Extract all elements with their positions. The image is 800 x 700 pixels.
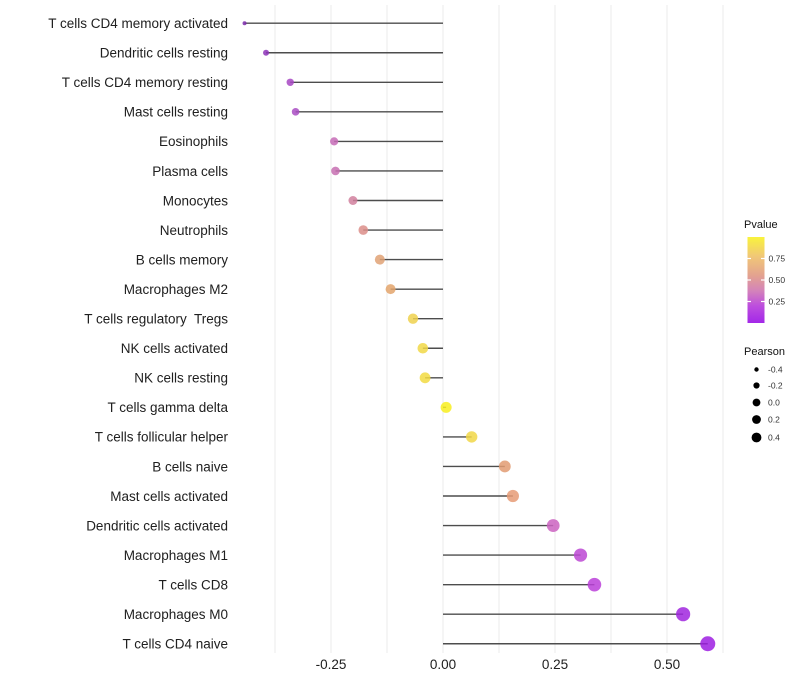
x-axis-labels-group: -0.25 0.00 0.25 0.50	[316, 657, 681, 672]
y-axis-label: Macrophages M0	[124, 607, 228, 622]
lollipop-dot	[498, 460, 511, 473]
y-axis-label: Mast cells resting	[124, 105, 228, 120]
pearson-size-dot	[753, 382, 760, 389]
pvalue-colorbar	[747, 237, 765, 323]
pvalue-tick-label: 0.75	[769, 254, 786, 264]
lollipop-dot	[587, 577, 602, 592]
x-axis-tick-label: 0.00	[430, 657, 456, 672]
y-axis-label: Neutrophils	[160, 223, 229, 238]
lollipop-dot	[330, 137, 339, 146]
y-axis-label: NK cells activated	[121, 341, 228, 356]
lollipop-dot	[506, 489, 519, 503]
lollipop-dot	[348, 196, 358, 205]
lollipop-dot	[407, 313, 419, 324]
pearson-size-label: -0.2	[768, 381, 783, 391]
lollipop-dot	[440, 401, 452, 413]
y-axis-label: B cells naive	[152, 459, 228, 474]
lollipop-dot	[676, 607, 691, 622]
y-axis-label: T cells CD8	[158, 577, 228, 592]
y-axis-label: Monocytes	[163, 193, 229, 208]
lollipop-dot	[546, 519, 560, 532]
y-axis-label: T cells gamma delta	[107, 400, 228, 415]
pearson-size-label: 0.4	[768, 433, 780, 443]
y-axis-label: NK cells resting	[134, 371, 228, 386]
stems-group	[244, 22, 708, 645]
lollipop-dot	[242, 21, 247, 26]
y-axis-label: B cells memory	[136, 252, 229, 267]
pearson-size-label: -0.4	[768, 365, 783, 375]
lollipop-dot	[465, 431, 478, 443]
pearson-legend-title: Pearson	[744, 346, 785, 358]
y-axis-label: T cells CD4 memory resting	[62, 75, 228, 90]
pearson-size-dot	[751, 432, 762, 443]
lollipop-dot	[385, 284, 396, 295]
pvalue-legend-title: Pvalue	[744, 219, 778, 231]
y-axis-label: Macrophages M2	[124, 282, 228, 297]
dots-group	[242, 21, 716, 652]
lollipop-dot	[331, 166, 340, 176]
y-axis-label: T cells regulatory Tregs	[84, 312, 228, 327]
y-axis-label: Eosinophils	[159, 134, 228, 149]
lollipop-dot	[419, 372, 431, 384]
y-axis-label: T cells CD4 memory activated	[48, 16, 228, 31]
lollipop-dot	[291, 108, 300, 116]
y-axis-label: Mast cells activated	[110, 489, 228, 504]
y-axis-labels-group: T cells CD4 memory activated Dendritic ce…	[48, 16, 228, 652]
y-axis-label: Macrophages M1	[124, 548, 228, 563]
gridlines-group	[274, 5, 724, 653]
lollipop-dot	[286, 78, 294, 87]
x-axis-tick-label: 0.25	[542, 657, 568, 672]
pearson-size-dot	[752, 415, 761, 424]
pearson-size-dot	[752, 398, 761, 407]
y-axis-label: Plasma cells	[152, 164, 228, 179]
x-axis-tick-label: 0.50	[654, 657, 680, 672]
lollipop-dot	[573, 548, 588, 562]
lollipop-dot	[263, 49, 270, 56]
y-axis-label: Dendritic cells activated	[86, 518, 228, 533]
pearson-size-dot	[754, 367, 759, 372]
pearson-size-label: 0.0	[768, 398, 780, 408]
lollipop-dot	[700, 636, 716, 652]
x-axis-tick-label: -0.25	[316, 657, 347, 672]
pvalue-tick-label: 0.50	[769, 275, 786, 285]
y-axis-label: T cells follicular helper	[95, 430, 229, 445]
y-axis-label: T cells CD4 naive	[122, 637, 228, 652]
pearson-size-label: 0.2	[768, 415, 780, 425]
lollipop-dot	[358, 225, 369, 235]
y-axis-label: Dendritic cells resting	[100, 46, 228, 61]
lollipop-dot	[417, 342, 429, 354]
pvalue-tick-label: 0.25	[769, 297, 786, 307]
lollipop-dot	[374, 254, 385, 265]
legend-group: Pvalue 0.75 0.50 0.25 Pearson -0.4 -0.2 0.0 0.2 0…	[744, 219, 785, 443]
